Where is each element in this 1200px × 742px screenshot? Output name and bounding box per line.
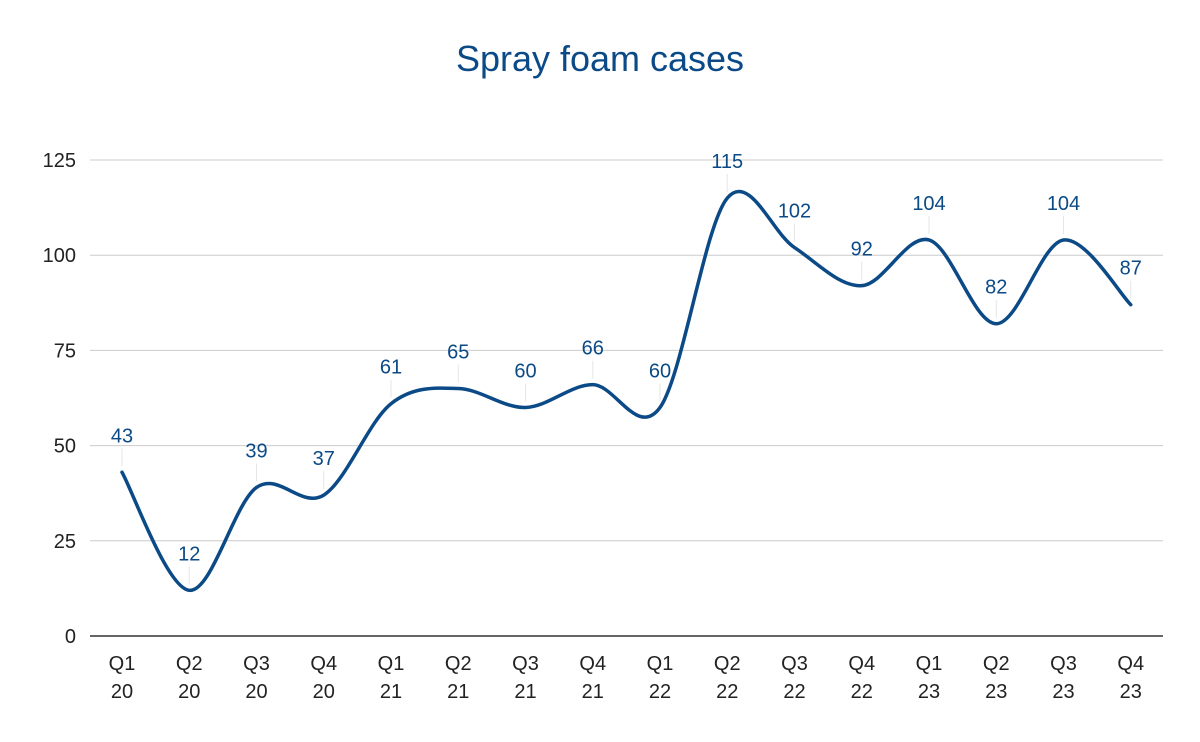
data-label: 12	[178, 543, 200, 565]
x-tick-label: 23	[1052, 681, 1074, 703]
x-tick-label: 23	[985, 681, 1007, 703]
data-label: 60	[514, 361, 536, 383]
x-tick-label: Q1	[647, 653, 674, 675]
x-tick-label: 21	[582, 681, 604, 703]
x-tick-label: Q2	[445, 653, 472, 675]
data-label: 37	[313, 448, 335, 470]
y-tick-label: 100	[43, 245, 76, 267]
x-tick-label: Q1	[916, 653, 943, 675]
x-tick-label: 22	[783, 681, 805, 703]
x-tick-label: 20	[111, 681, 133, 703]
data-label: 87	[1120, 258, 1142, 280]
x-tick-label: Q4	[1117, 653, 1144, 675]
y-tick-label: 25	[54, 531, 76, 553]
x-tick-label: 23	[1120, 681, 1142, 703]
y-tick-label: 75	[54, 340, 76, 362]
y-tick-label: 50	[54, 436, 76, 458]
y-tick-label: 0	[65, 626, 76, 648]
data-label: 65	[447, 341, 469, 363]
data-label: 60	[649, 361, 671, 383]
x-tick-label: 21	[514, 681, 536, 703]
x-tick-label: Q3	[781, 653, 808, 675]
x-tick-label: 20	[178, 681, 200, 703]
data-label: 66	[582, 338, 604, 360]
x-tick-label: Q2	[176, 653, 203, 675]
x-tick-label: Q4	[310, 653, 337, 675]
data-label: 39	[245, 440, 267, 462]
x-tick-label: Q1	[378, 653, 405, 675]
data-label: 104	[1047, 193, 1080, 215]
x-tick-label: 23	[918, 681, 940, 703]
data-label: 104	[912, 193, 945, 215]
x-tick-label: 22	[716, 681, 738, 703]
data-label: 102	[778, 201, 811, 223]
x-tick-label: 21	[447, 681, 469, 703]
chart-title: Spray foam cases	[455, 38, 745, 79]
x-tick-label: 22	[649, 681, 671, 703]
y-tick-label: 125	[43, 150, 76, 172]
x-tick-label: 22	[851, 681, 873, 703]
x-tick-label: Q2	[983, 653, 1010, 675]
x-tick-label: Q1	[109, 653, 136, 675]
data-label: 92	[851, 239, 873, 261]
x-tick-label: Q3	[1050, 653, 1077, 675]
x-tick-label: Q4	[579, 653, 606, 675]
x-tick-label: 21	[380, 681, 402, 703]
x-tick-label: Q3	[512, 653, 539, 675]
x-tick-label: Q4	[848, 653, 875, 675]
data-label: 82	[985, 277, 1007, 299]
data-label: 43	[111, 425, 133, 447]
x-tick-label: Q3	[243, 653, 270, 675]
data-label: 115	[711, 151, 743, 173]
x-tick-label: Q2	[714, 653, 741, 675]
data-label: 61	[380, 357, 402, 379]
x-tick-label: 20	[245, 681, 267, 703]
series-line	[120, 189, 1133, 593]
x-tick-label: 20	[313, 681, 335, 703]
